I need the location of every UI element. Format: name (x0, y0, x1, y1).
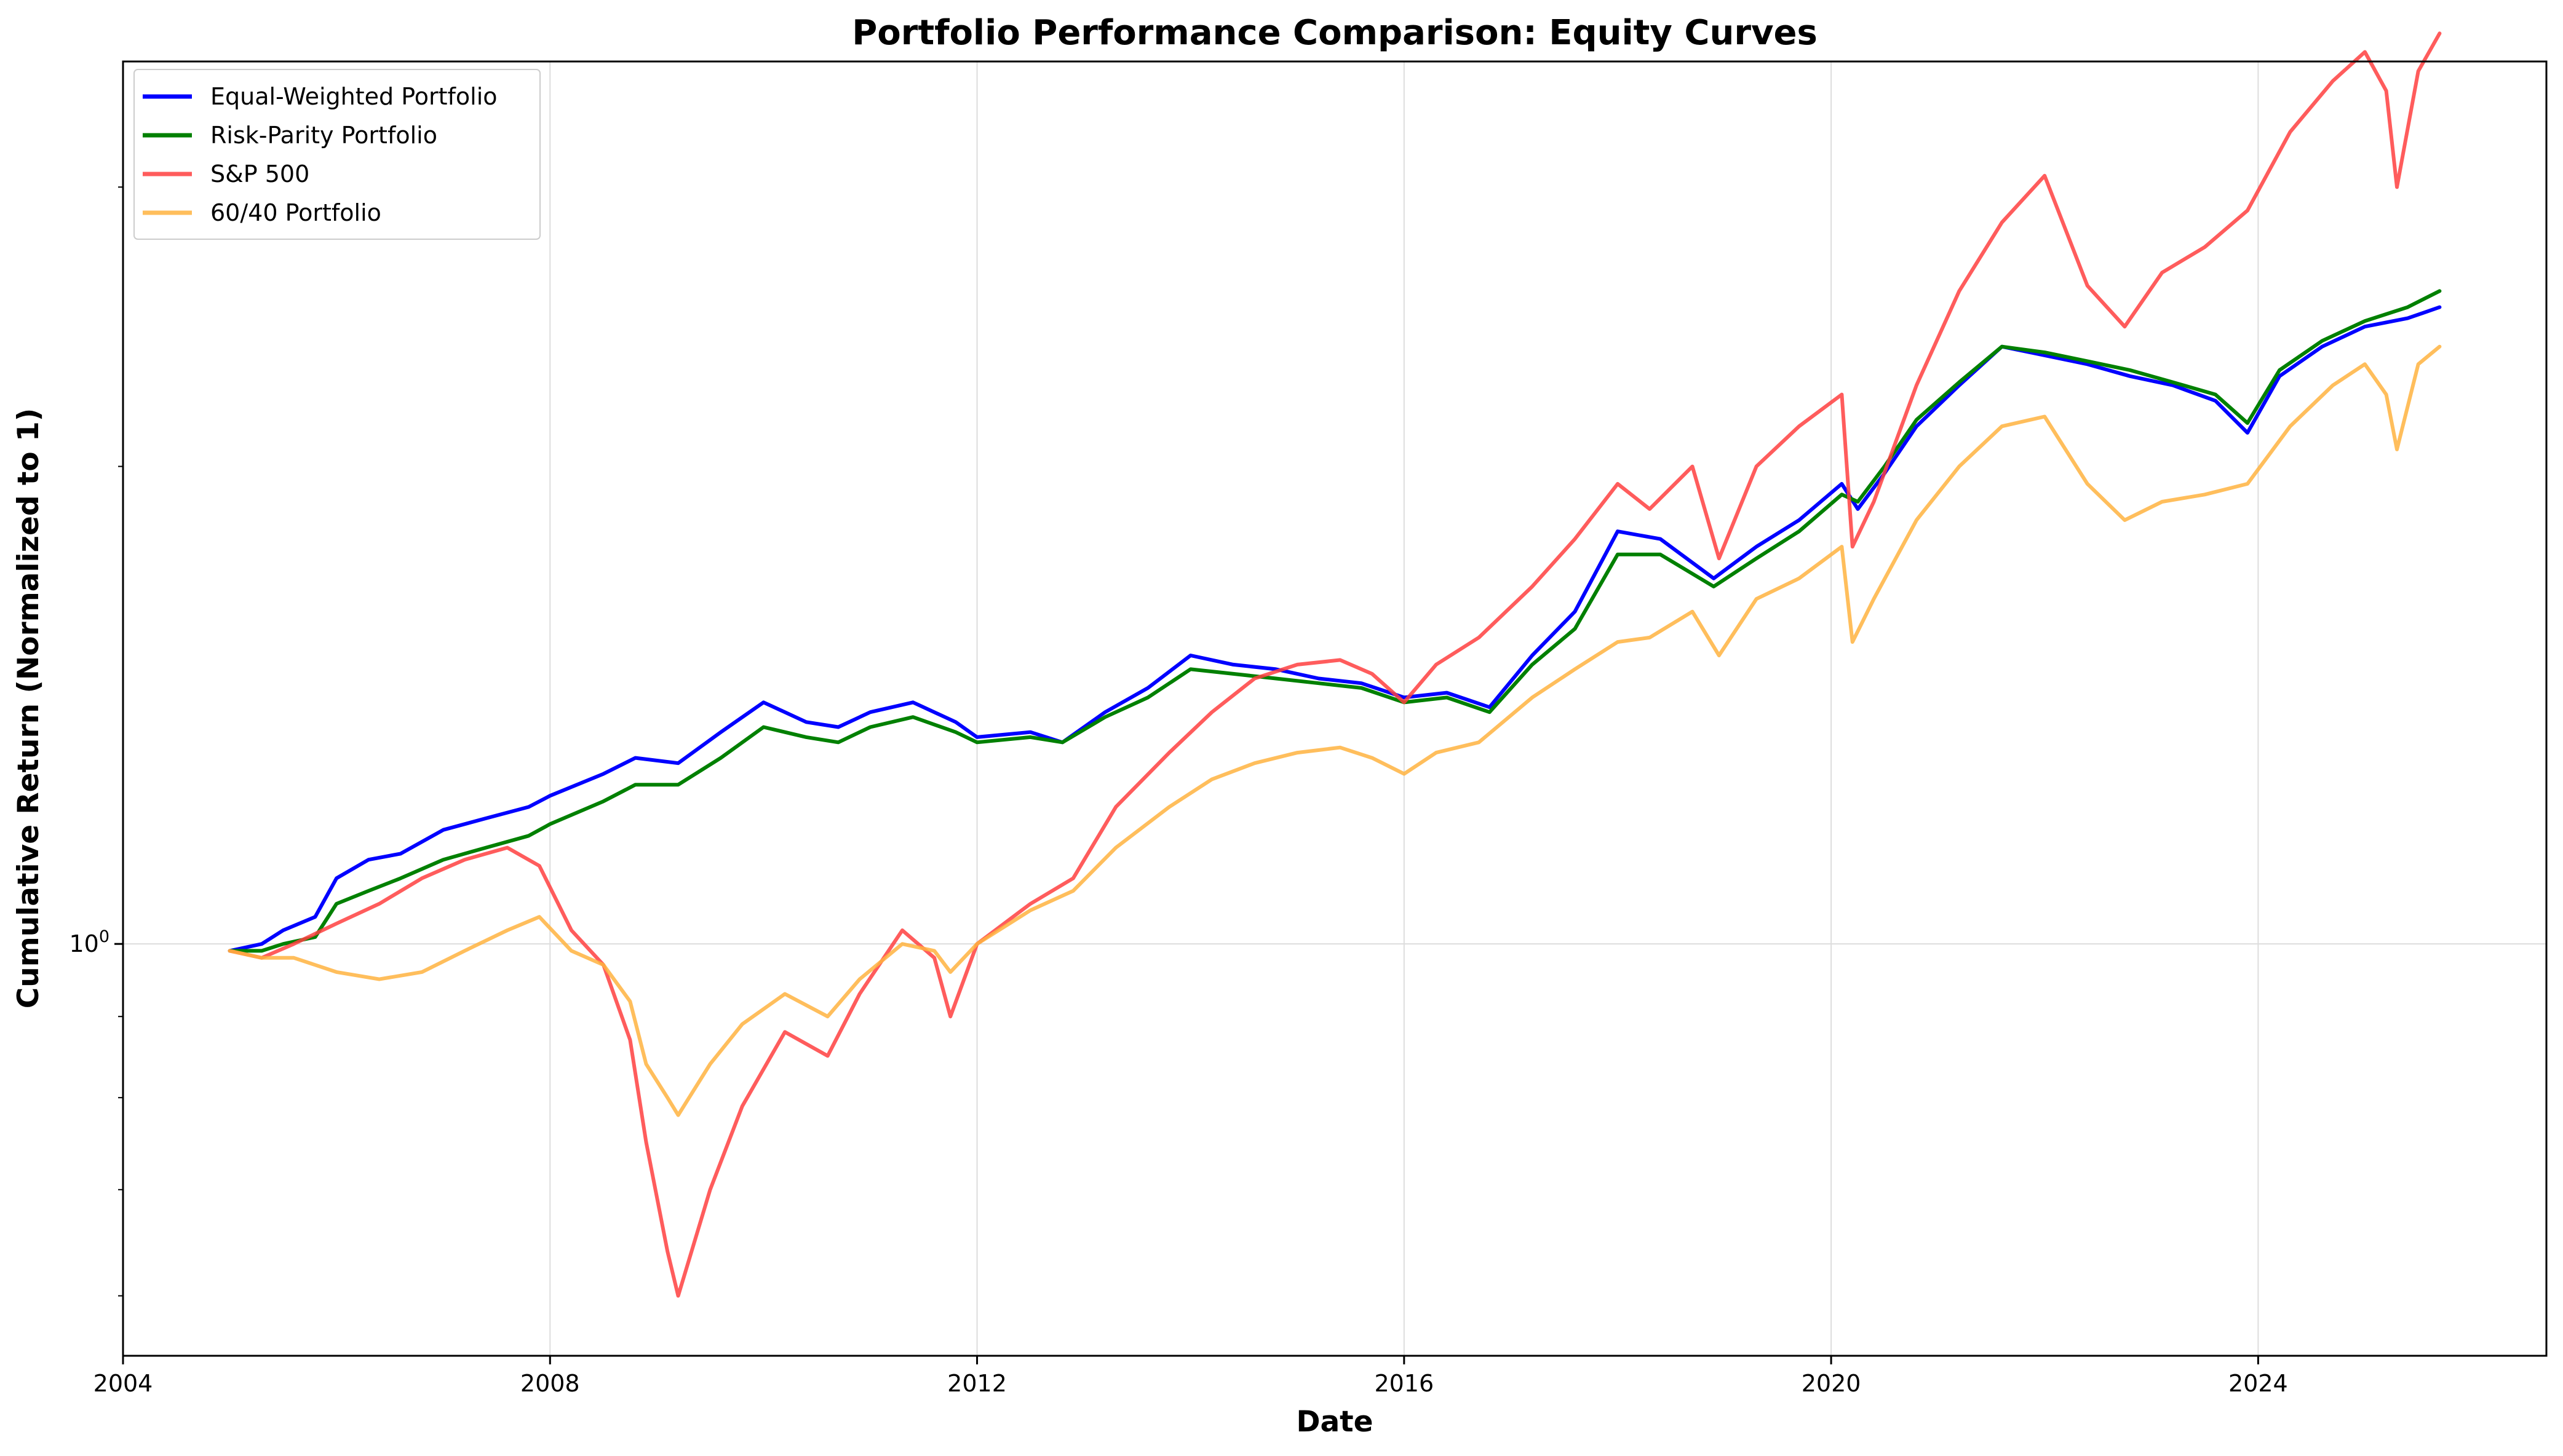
legend-label-risk-parity-portfolio: Risk-Parity Portfolio (210, 122, 437, 149)
legend: Equal-Weighted Portfolio Risk-Parity Port… (133, 69, 541, 240)
x-tick-label-2016: 2016 (1374, 1370, 1434, 1397)
x-tick-label-2012: 2012 (947, 1370, 1007, 1397)
y-axis: 100 (69, 186, 123, 1297)
x-axis-label: Date (1296, 1405, 1373, 1439)
series-line-risk-parity-portfolio (228, 289, 2442, 953)
legend-label-equal-weighted-portfolio: Equal-Weighted Portfolio (210, 83, 498, 110)
x-tick-label-2008: 2008 (520, 1370, 580, 1397)
series-line-60-40-portfolio (228, 344, 2442, 1117)
x-tick-label-2004: 2004 (93, 1370, 153, 1397)
y-axis-label: Cumulative Return (Normalized to 1) (12, 408, 46, 1008)
x-tick-label-2024: 2024 (2228, 1370, 2288, 1397)
series-line-s-p-500 (228, 31, 2442, 1298)
plot-area-frame (122, 60, 2548, 1357)
legend-label-s-p-500: S&P 500 (210, 160, 309, 188)
chart-title: Portfolio Performance Comparison: Equity… (852, 13, 1818, 53)
y-tick-label-1: 100 (69, 927, 109, 957)
series-lines (228, 31, 2442, 1298)
legend-label-60-40-portfolio: 60/40 Portfolio (210, 199, 381, 226)
legend-box (133, 69, 541, 240)
series-line-equal-weighted-portfolio (228, 305, 2442, 953)
x-tick-label-2020: 2020 (1802, 1370, 1861, 1397)
x-axis: 2004 2008 2012 2016 2020 2024 (93, 1356, 2288, 1397)
